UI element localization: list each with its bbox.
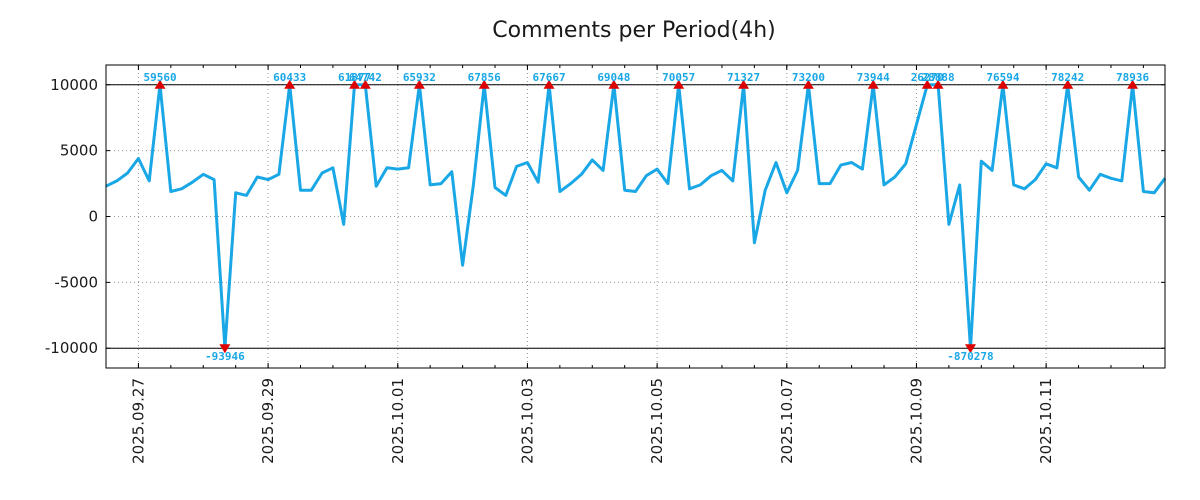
- y-tick-label: 0: [88, 208, 98, 226]
- x-tick-label: 2025.10.01: [389, 378, 407, 464]
- peak-label: -870278: [947, 350, 993, 363]
- peak-label: 60433: [273, 71, 306, 84]
- chart-title: Comments per Period(4h): [492, 18, 776, 43]
- peak-label: 61877: [338, 71, 371, 84]
- peak-label: 71327: [727, 71, 760, 84]
- peak-label: 67856: [468, 71, 501, 84]
- y-tick-label: 10000: [50, 76, 98, 94]
- peak-marker: [921, 79, 933, 89]
- x-tick-label: 2025.10.05: [648, 378, 666, 464]
- series-line-comments: [105, 83, 1167, 350]
- clip-reference-lines: [106, 84, 1165, 349]
- peak-marker: [284, 79, 296, 89]
- x-tick-label: 2025.10.11: [1037, 378, 1055, 464]
- peak-label: 78242: [1051, 71, 1084, 84]
- peak-marker: [543, 79, 555, 89]
- peak-label: 78936: [1116, 71, 1149, 84]
- plot-frame: [105, 64, 1166, 369]
- peak-label: -93946: [205, 350, 245, 363]
- peak-marker: [1127, 79, 1139, 89]
- peak-markers: [154, 79, 1139, 354]
- peak-marker: [478, 79, 490, 89]
- peak-marker: [964, 344, 976, 354]
- peak-marker: [608, 79, 620, 89]
- peak-marker: [997, 79, 1009, 89]
- peak-label: 73200: [792, 71, 825, 84]
- peak-marker: [802, 79, 814, 89]
- peak-label: 59560: [143, 71, 176, 84]
- peak-marker: [673, 79, 685, 89]
- peak-label: 69048: [597, 71, 630, 84]
- x-tick-label: 2025.09.27: [129, 378, 147, 464]
- peak-label: 28888: [922, 71, 955, 84]
- peak-label: 64742: [349, 71, 382, 84]
- peak-marker: [359, 79, 371, 89]
- x-tick-label: 2025.10.03: [518, 378, 536, 464]
- y-axis-ticks: 10000 5000 0 -5000 -10000: [45, 76, 1165, 357]
- x-tick-label: 2025.10.07: [778, 378, 796, 464]
- peak-marker: [932, 79, 944, 89]
- peak-marker: [154, 79, 166, 89]
- peak-label: 70057: [662, 71, 695, 84]
- peak-marker: [738, 79, 750, 89]
- peak-marker: [413, 79, 425, 89]
- peak-label: 76594: [986, 71, 1019, 84]
- x-tick-label: 2025.09.29: [259, 378, 277, 464]
- y-tick-label: 5000: [60, 142, 98, 160]
- peak-marker: [867, 79, 879, 89]
- peak-label: 67667: [532, 71, 565, 84]
- peak-label: 26270: [911, 71, 944, 84]
- x-tick-label: 2025.10.09: [907, 378, 925, 464]
- peak-marker: [219, 344, 231, 354]
- y-tick-label: -10000: [45, 339, 98, 357]
- peak-marker: [349, 79, 361, 89]
- peak-label: 73944: [857, 71, 890, 84]
- series-layer: [105, 83, 1167, 350]
- y-tick-label: -5000: [54, 273, 98, 291]
- peak-label: 65932: [403, 71, 436, 84]
- x-axis-ticks: 2025.09.27 2025.09.29 2025.10.01 2025.10.03…: [105, 65, 1144, 464]
- peak-marker: [1062, 79, 1074, 89]
